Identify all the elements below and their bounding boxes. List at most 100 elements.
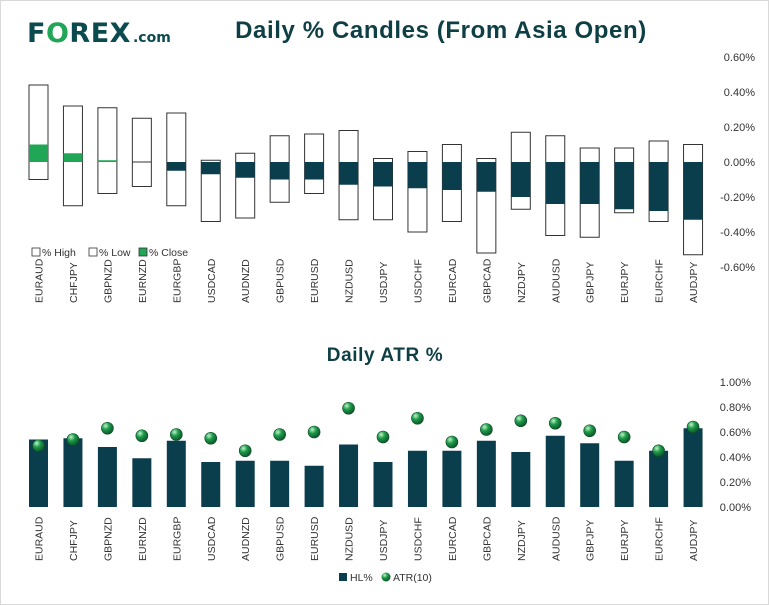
close-bar-euraud <box>29 144 48 162</box>
close-bar-gbpnzd <box>97 160 117 162</box>
candles-category-label: EURNZD <box>137 259 149 303</box>
close-bar-audnzd <box>235 162 255 178</box>
atr-category-label: NZDUSD <box>344 517 356 561</box>
atr-chart-title: Daily ATR % <box>326 345 444 366</box>
atr-marker-eurchf <box>652 444 665 458</box>
atr-marker-eurusd <box>307 425 321 439</box>
logo-domain: .com <box>132 30 171 46</box>
atr-category-label: EURCAD <box>447 516 459 561</box>
hl-bar-nzdusd <box>339 444 359 507</box>
atr-category-label: AUDUSD <box>550 516 562 561</box>
close-bar-nzdjpy <box>511 162 531 197</box>
atr-marker-audnzd <box>238 444 252 458</box>
hl-bar-euraud <box>29 439 48 507</box>
candles-category-label: CHFJPY <box>68 262 80 303</box>
close-bar-audjpy <box>683 162 703 220</box>
atr-y-tick: 0.80% <box>720 402 751 414</box>
range-candle-eurnzd <box>131 117 152 187</box>
close-bar-eurgbp <box>166 162 186 171</box>
candles-category-label: GBPNZD <box>102 259 114 303</box>
candles-y-tick: 0.40% <box>724 87 755 99</box>
legend-label-atr: ATR(10) <box>393 572 432 584</box>
legend-swatch-close <box>138 247 148 257</box>
hl-bar-eurchf <box>649 450 669 507</box>
atr-y-tick: 0.60% <box>720 427 751 439</box>
atr-y-tick: 0.40% <box>720 452 751 464</box>
legend-label-high: % High <box>42 247 76 259</box>
close-bar-eurusd <box>304 162 324 180</box>
candles-category-label: USDCHF <box>412 259 424 303</box>
atr-marker-eurnzd <box>135 429 149 443</box>
candles-category-label: GBPUSD <box>275 258 287 303</box>
atr-category-label: GBPNZD <box>102 517 114 561</box>
legend-swatch-atr <box>381 572 391 582</box>
candles-y-tick: 0.00% <box>724 157 755 169</box>
close-bar-eurchf <box>649 162 669 211</box>
candles-category-label: AUDJPY <box>688 262 700 303</box>
candles-category-label: NZDJPY <box>516 262 528 303</box>
atr-marker-gbpusd <box>273 428 286 441</box>
candles-category-label: EURUSD <box>309 258 321 303</box>
legend-label-close: % Close <box>149 247 188 259</box>
atr-category-label: CHFJPY <box>68 520 80 561</box>
atr-category-label: GBPJPY <box>585 520 597 561</box>
candles-y-tick: 0.20% <box>724 122 755 134</box>
candles-category-label: AUDUSD <box>550 258 562 303</box>
close-bar-usdcad <box>201 162 221 175</box>
hl-bar-usdcad <box>201 462 221 507</box>
candles-y-tick: -0.40% <box>720 227 755 239</box>
candles-category-label: EURCAD <box>447 258 459 303</box>
logo-letters-rex: REX <box>69 18 131 49</box>
candles-y-tick: 0.60% <box>724 52 755 64</box>
close-bar-audusd <box>545 162 565 204</box>
candles-category-label: USDJPY <box>378 262 390 303</box>
close-bar-chfjpy <box>63 153 83 162</box>
atr-category-label: EURAUD <box>34 516 46 561</box>
close-bar-gbpcad <box>476 162 496 192</box>
legend-swatch-hl <box>339 573 347 581</box>
hl-bar-eurgbp <box>166 440 186 507</box>
atr-category-label: EURNZD <box>137 517 149 561</box>
atr-category-label: EURUSD <box>309 516 321 561</box>
atr-marker-nzdusd <box>342 401 355 415</box>
candles-category-label: EURJPY <box>619 262 631 303</box>
hl-bar-usdchf <box>407 450 427 507</box>
close-bar-usdchf <box>407 162 427 189</box>
legend-swatch-low <box>88 247 98 257</box>
atr-marker-usdcad <box>204 431 218 445</box>
hl-bar-eurnzd <box>132 458 152 507</box>
range-candle-eurgbp <box>166 112 187 207</box>
atr-marker-eurgbp <box>170 428 183 441</box>
candles-category-label: GBPJPY <box>585 262 597 303</box>
atr-category-label: AUDJPY <box>688 520 700 561</box>
candles-category-label: EURAUD <box>34 258 46 303</box>
hl-bar-gbpnzd <box>97 447 117 507</box>
hl-bar-eurcad <box>442 450 462 507</box>
atr-y-tick: 0.20% <box>720 477 751 489</box>
atr-category-label: EURCHF <box>654 517 666 561</box>
candles-category-label: GBPCAD <box>481 258 493 303</box>
hl-bar-audusd <box>545 435 565 507</box>
atr-y-tick: 1.00% <box>720 377 751 389</box>
close-bar-nzdusd <box>339 162 359 185</box>
atr-category-label: GBPCAD <box>481 516 493 561</box>
atr-marker-audjpy <box>686 420 700 434</box>
atr-marker-gbpcad <box>480 423 493 436</box>
atr-category-label: AUDNZD <box>240 517 252 561</box>
close-bar-gbpusd <box>270 162 290 180</box>
atr-category-label: GBPUSD <box>275 516 287 561</box>
hl-bar-gbpusd <box>270 460 290 507</box>
atr-marker-usdjpy <box>376 430 390 444</box>
atr-category-label: EURJPY <box>619 520 631 561</box>
atr-marker-euraud <box>32 439 45 453</box>
range-candle-usdcad <box>200 159 221 222</box>
candles-category-label: EURGBP <box>171 259 183 303</box>
hl-bar-gbpjpy <box>580 443 600 507</box>
hl-bar-nzdjpy <box>511 452 531 507</box>
hl-bar-audnzd <box>235 460 255 507</box>
forex-logo: FOREX .com <box>27 18 171 50</box>
atr-marker-gbpjpy <box>583 424 597 438</box>
atr-category-label: USDJPY <box>378 520 390 561</box>
